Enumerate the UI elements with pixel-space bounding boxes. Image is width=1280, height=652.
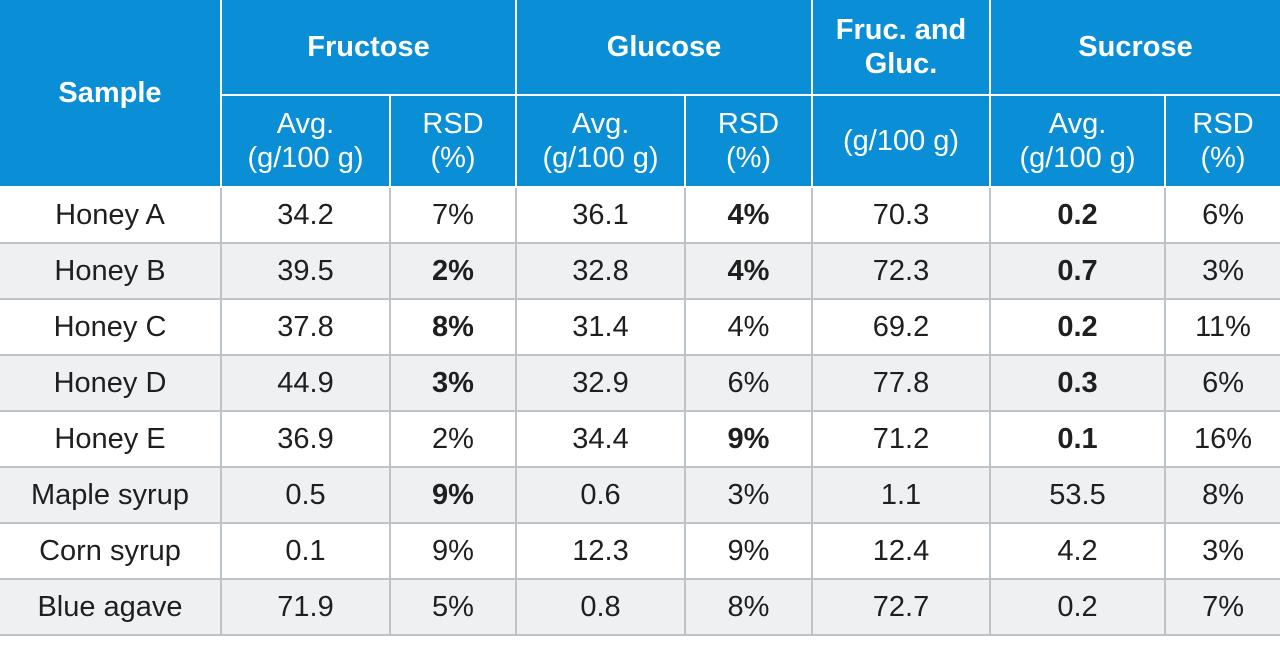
cell-glucose-rsd: 6% — [684, 354, 814, 412]
header-fructose-avg: Avg. (g/100 g) — [221, 94, 391, 188]
cell-fructose-rsd: 2% — [388, 242, 518, 300]
table-row: Honey D 44.9 3% 32.9 6% 77.8 0.3 6% — [0, 354, 1280, 412]
cell-glucose-rsd: 9% — [684, 410, 814, 468]
cell-fruc-gluc-avg: 69.2 — [811, 298, 992, 356]
cell-glucose-rsd: 4% — [684, 187, 814, 244]
sugar-content-table: Sample Fructose Glucose Fruc. and Gluc. S… — [0, 0, 1280, 636]
cell-sucrose-avg: 4.2 — [989, 522, 1167, 580]
cell-fructose-rsd: 5% — [388, 578, 518, 636]
sample-name: Maple syrup — [0, 466, 222, 524]
header-fructose: Fructose — [219, 0, 518, 96]
cell-fruc-gluc-avg: 72.7 — [811, 578, 992, 636]
cell-sucrose-avg: 0.1 — [989, 410, 1167, 468]
table-row: Blue agave 71.9 5% 0.8 8% 72.7 0.2 7% — [0, 578, 1280, 636]
table-row: Corn syrup 0.1 9% 12.3 9% 12.4 4.2 3% — [0, 522, 1280, 580]
cell-fructose-avg: 37.8 — [220, 298, 391, 356]
header-fruc-gluc-unit: (g/100 g) — [811, 94, 992, 188]
header-fructose-rsd: RSD (%) — [388, 94, 518, 188]
cell-fructose-avg: 39.5 — [220, 242, 391, 300]
cell-fructose-rsd: 9% — [388, 522, 518, 580]
cell-glucose-avg: 0.8 — [515, 578, 687, 636]
cell-glucose-rsd: 8% — [684, 578, 814, 636]
cell-sucrose-rsd: 7% — [1164, 578, 1280, 636]
cell-fructose-avg: 0.1 — [220, 522, 391, 580]
cell-sucrose-rsd: 6% — [1164, 187, 1280, 244]
table-row: Honey A 34.2 7% 36.1 4% 70.3 0.2 6% — [0, 187, 1280, 244]
cell-glucose-avg: 32.9 — [515, 354, 687, 412]
cell-fruc-gluc-avg: 72.3 — [811, 242, 992, 300]
cell-fructose-avg: 36.9 — [220, 410, 391, 468]
cell-glucose-avg: 36.1 — [515, 187, 687, 244]
table-row: Honey E 36.9 2% 34.4 9% 71.2 0.1 16% — [0, 410, 1280, 468]
header-glucose: Glucose — [515, 0, 814, 96]
header-fruc-and-gluc: Fruc. and Gluc. — [811, 0, 992, 96]
header-sucrose-avg: Avg. (g/100 g) — [989, 94, 1167, 188]
cell-glucose-rsd: 3% — [684, 466, 814, 524]
cell-fructose-avg: 71.9 — [220, 578, 391, 636]
cell-glucose-avg: 31.4 — [515, 298, 687, 356]
cell-sucrose-avg: 0.2 — [989, 187, 1167, 244]
cell-fructose-rsd: 3% — [388, 354, 518, 412]
cell-glucose-avg: 32.8 — [515, 242, 687, 300]
header-sucrose: Sucrose — [989, 0, 1280, 96]
table-row: Honey C 37.8 8% 31.4 4% 69.2 0.2 11% — [0, 298, 1280, 356]
cell-fructose-rsd: 8% — [388, 298, 518, 356]
cell-sucrose-avg: 0.2 — [989, 578, 1167, 636]
cell-sucrose-rsd: 6% — [1164, 354, 1280, 412]
cell-fruc-gluc-avg: 1.1 — [811, 466, 992, 524]
cell-fruc-gluc-avg: 70.3 — [811, 187, 992, 244]
sample-name: Corn syrup — [0, 522, 222, 580]
cell-sucrose-avg: 0.2 — [989, 298, 1167, 356]
cell-fructose-rsd: 7% — [388, 187, 518, 244]
sample-name: Honey D — [0, 354, 222, 412]
header-sucrose-rsd: RSD (%) — [1164, 94, 1280, 188]
cell-fructose-rsd: 2% — [388, 410, 518, 468]
sample-name: Blue agave — [0, 578, 222, 636]
cell-fructose-avg: 44.9 — [220, 354, 391, 412]
sample-name: Honey A — [0, 187, 222, 244]
cell-fructose-rsd: 9% — [388, 466, 518, 524]
cell-glucose-rsd: 4% — [684, 242, 814, 300]
cell-glucose-rsd: 9% — [684, 522, 814, 580]
cell-sucrose-rsd: 11% — [1164, 298, 1280, 356]
cell-glucose-rsd: 4% — [684, 298, 814, 356]
cell-glucose-avg: 0.6 — [515, 466, 687, 524]
sample-name: Honey C — [0, 298, 222, 356]
header-glucose-avg: Avg. (g/100 g) — [515, 94, 687, 188]
sample-name: Honey B — [0, 242, 222, 300]
cell-fruc-gluc-avg: 71.2 — [811, 410, 992, 468]
cell-glucose-avg: 12.3 — [515, 522, 687, 580]
cell-sucrose-rsd: 3% — [1164, 522, 1280, 580]
header-glucose-rsd: RSD (%) — [684, 94, 814, 188]
cell-glucose-avg: 34.4 — [515, 410, 687, 468]
cell-fruc-gluc-avg: 12.4 — [811, 522, 992, 580]
cell-fruc-gluc-avg: 77.8 — [811, 354, 992, 412]
cell-sucrose-rsd: 8% — [1164, 466, 1280, 524]
cell-fructose-avg: 0.5 — [220, 466, 391, 524]
table-row: Honey B 39.5 2% 32.8 4% 72.3 0.7 3% — [0, 242, 1280, 300]
table-row: Maple syrup 0.5 9% 0.6 3% 1.1 53.5 8% — [0, 466, 1280, 524]
cell-fructose-avg: 34.2 — [220, 187, 391, 244]
table-body: Honey A 34.2 7% 36.1 4% 70.3 0.2 6% Honey B 39.5 2… — [0, 187, 1280, 636]
cell-sucrose-avg: 0.3 — [989, 354, 1167, 412]
header-sample: Sample — [0, 0, 222, 188]
cell-sucrose-rsd: 3% — [1164, 242, 1280, 300]
sample-name: Honey E — [0, 410, 222, 468]
cell-sucrose-avg: 53.5 — [989, 466, 1167, 524]
table-header: Sample Fructose Glucose Fruc. and Gluc. S… — [0, 0, 1280, 188]
cell-sucrose-avg: 0.7 — [989, 242, 1167, 300]
cell-sucrose-rsd: 16% — [1164, 410, 1280, 468]
